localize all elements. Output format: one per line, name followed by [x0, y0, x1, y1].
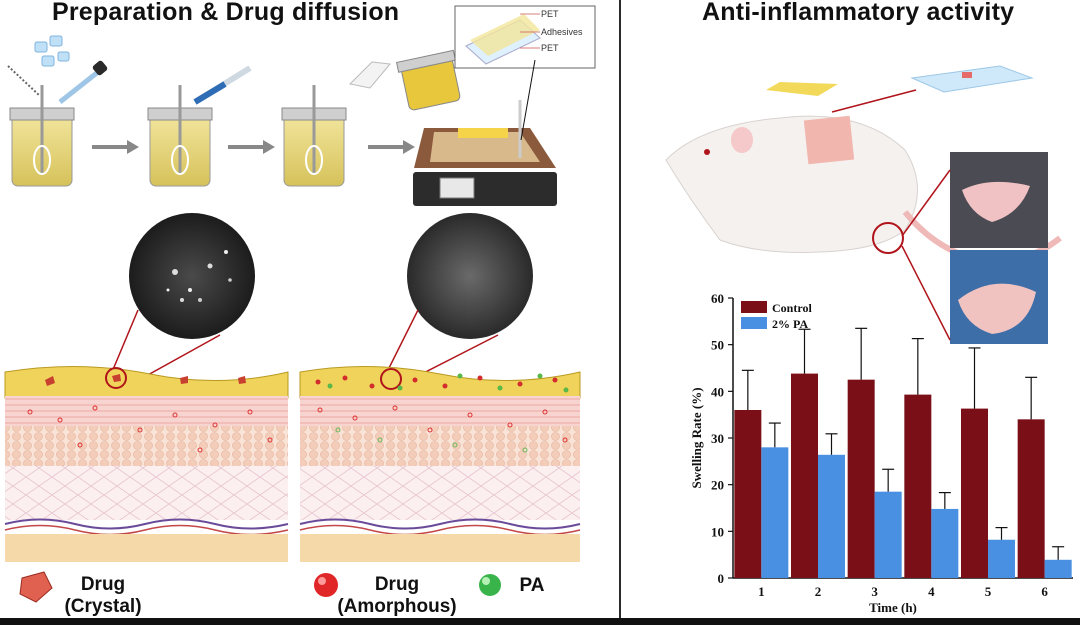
pouring-beaker — [395, 49, 461, 111]
bar-pa — [818, 454, 845, 578]
pa-icon — [479, 574, 501, 596]
y-tick-label: 20 — [711, 478, 724, 493]
legend-swatch-pa — [741, 317, 767, 329]
x-tick-label: 3 — [871, 584, 878, 599]
sem-image-crystal — [111, 213, 255, 387]
left-panel-title: Preparation & Drug diffusion — [52, 0, 400, 26]
sem-image-amorphous — [387, 213, 533, 385]
skin-section-crystal — [4, 365, 289, 562]
legend-amorphous-label: Drug (Amorphous) — [328, 574, 466, 618]
dropper-icon — [58, 60, 108, 104]
y-axis-label: Swelling Rate (%) — [689, 387, 704, 488]
preparation-process: PET Adhesives PET — [7, 5, 596, 206]
panel-divider — [619, 0, 621, 618]
x-tick-label: 2 — [815, 584, 822, 599]
legend-crystal-line2: (Crystal) — [64, 596, 142, 617]
layer-label-top-pet: PET — [541, 9, 559, 19]
x-tick-label: 6 — [1041, 584, 1048, 599]
ice-cube-icon — [7, 35, 70, 97]
paw-photo-bottom — [950, 250, 1048, 344]
bar-control — [904, 394, 932, 578]
x-tick-label: 4 — [928, 584, 935, 599]
bar-control — [791, 373, 818, 578]
swelling-rate-chart: 0 10 20 30 40 50 60 1 2 3 4 5 6 Time (h) Swelling Rate… — [689, 291, 1073, 615]
bottom-border — [0, 618, 1080, 625]
y-tick-label: 0 — [718, 571, 725, 586]
y-tick-label: 30 — [711, 431, 724, 446]
bar-control — [847, 379, 875, 578]
legend-amorphous-line2: (Amorphous) — [337, 596, 457, 617]
x-tick-label: 1 — [758, 584, 765, 599]
bar-pa — [761, 447, 789, 578]
legend-swatch-control — [741, 301, 767, 313]
beaker-1 — [9, 85, 75, 187]
y-tick-label: 10 — [711, 524, 724, 539]
bar-pa — [988, 539, 1015, 578]
coating-machine — [413, 100, 557, 206]
arrow-icon — [92, 140, 415, 154]
skin-section-amorphous — [299, 366, 581, 562]
right-panel-title: Anti-inflammatory activity — [702, 0, 1015, 26]
rat-illustration — [665, 65, 1062, 266]
bar-pa — [874, 491, 902, 578]
bar-control — [734, 410, 762, 578]
layer-label-bottom-pet: PET — [541, 43, 559, 53]
x-tick-label: 5 — [985, 584, 992, 599]
film-sheet-icon — [348, 61, 391, 89]
y-tick-label: 40 — [711, 384, 724, 399]
bar-control — [1017, 419, 1045, 578]
amorphous-drug-icon — [314, 573, 338, 597]
crystal-drug-icon — [19, 571, 53, 603]
x-axis-label: Time (h) — [869, 600, 917, 615]
legend-pa-label: PA — [519, 575, 545, 596]
syringe-icon — [193, 65, 252, 105]
legend-crystal-line1: Drug — [80, 574, 126, 595]
legend-crystal-label: Drug (Crystal) — [58, 574, 148, 618]
bar-control — [961, 408, 988, 578]
layer-label-adhesives: Adhesives — [541, 27, 583, 37]
legend-amorphous-line1: Drug — [374, 574, 420, 595]
y-tick-label: 60 — [711, 291, 724, 306]
legend-label-control: Control — [772, 301, 812, 315]
y-tick-label: 50 — [711, 338, 724, 353]
bar-pa — [1044, 559, 1072, 578]
beaker-3 — [281, 85, 347, 187]
beaker-2 — [147, 85, 213, 187]
film-layers-inset: PET Adhesives PET — [454, 5, 596, 141]
bar-pa — [931, 508, 959, 578]
legend-label-pa: 2% PA — [772, 317, 808, 331]
paw-photo-top — [950, 152, 1048, 248]
